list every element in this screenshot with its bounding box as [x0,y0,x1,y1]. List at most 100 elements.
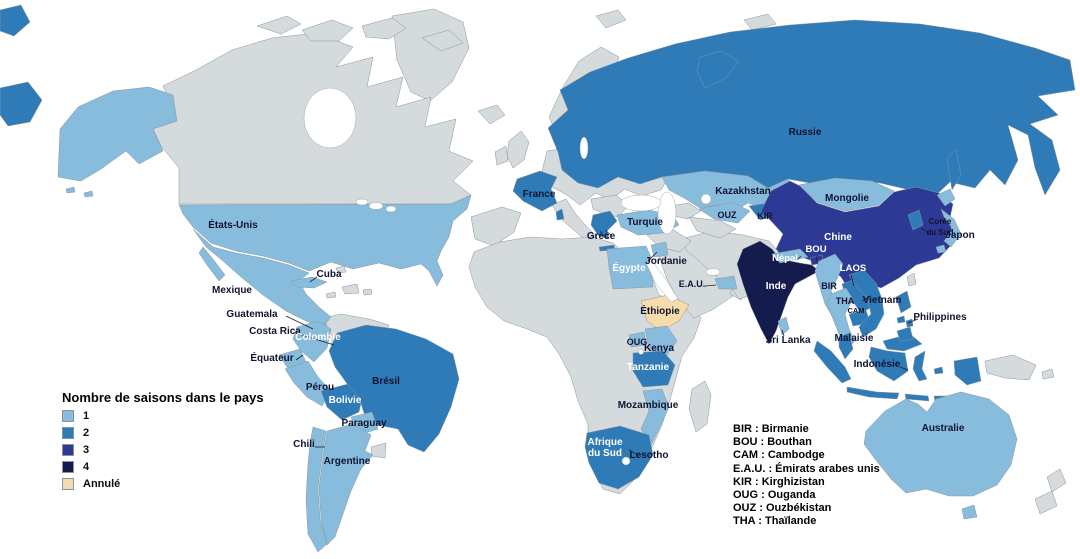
country-japon [935,244,947,254]
legend-item-3: 3 [62,444,264,456]
country-label-bresil: Brésil [372,376,400,387]
leader-line-bou [815,255,818,263]
country-label-coree-du-sud: Corée du Sud [926,217,953,237]
country-label-chine: Chine [824,232,852,243]
country-colombie [292,320,332,363]
abbreviation-kir: KIR : Kirghizistan [733,475,825,488]
country-usa [178,194,472,287]
legend-items: 1 2 3 4 Annulé [62,410,264,490]
water-body [621,456,631,466]
abbreviation-bir: BIR : Birmanie [733,423,809,435]
country-mongolie [798,177,895,212]
country-indonesie [933,366,944,375]
country-australie [863,391,1018,497]
landmass [470,206,522,247]
country-coree-du-sud [907,209,924,231]
landmass [1046,468,1067,493]
landmass [743,13,777,31]
country-tanzanie [632,350,676,388]
country-label-kir: KIR [757,211,773,221]
legend-label-1: 1 [83,410,90,422]
country-label-laos: LAOS [840,263,866,274]
country-malaisie [838,332,854,360]
landmass [1034,490,1058,515]
water-body [620,194,662,212]
legend-swatch-3 [62,444,74,456]
landmass [688,380,712,433]
country-label-ouz: OUZ [718,210,738,220]
country-philippines [895,290,912,314]
country-philippines [896,315,906,324]
abbreviation-eau: E.A.U. : Émirats arabes unis [733,462,880,475]
country-label-tha: THA [836,296,855,306]
legend-label-annule: Annulé [83,478,121,490]
country-france [555,208,565,221]
country-label-colombie: Colombie [295,332,341,343]
legend-swatch-1 [62,410,74,422]
leader-line-vietnam [861,295,872,302]
water-body [355,198,369,206]
water-body [638,349,644,355]
leader-line-cuba [309,276,318,283]
country-usa [83,190,94,198]
country-label-mozambique: Mozambique [618,400,679,411]
legend-label-3: 3 [83,444,90,456]
legend-item-annule: Annulé [62,478,264,490]
map-legend: Nombre de saisons dans le pays 1 2 3 4 Annul… [62,390,264,490]
country-chili [305,426,328,553]
country-label-russie: Russie [789,127,822,138]
country-label-cam: CAM [847,306,864,315]
legend-item-1: 1 [62,410,264,422]
country-label-lesotho: Lesotho [630,450,669,461]
legend-swatch-annule [62,478,74,490]
country-label-indonesie: Indonésie [854,359,901,370]
country-mexique [192,228,332,328]
country-label-cuba: Cuba [317,269,342,280]
leader-line-jordanie [647,251,658,262]
country-label-inde: Inde [766,281,787,292]
country-label-france: France [523,189,556,200]
landmass [362,288,373,296]
country-label-vietnam: Vietnam [863,295,902,306]
abbreviations-legend: BIR : Birmanie BOU : Bouthan CAM : Cambodg… [733,423,880,529]
country-grece [590,210,618,240]
leader-line-indonesie [899,366,909,371]
country-label-guatemala: Guatemala [226,309,278,320]
water-body [700,193,712,205]
country-label-mongolie: Mongolie [825,193,869,204]
country-mozambique [640,388,670,446]
abbreviation-cam: CAM : Cambodge [733,449,825,462]
country-label-perou: Pérou [306,382,334,393]
country-label-malaisie: Malaisie [835,333,874,344]
landmass [906,272,917,287]
country-label-turquie: Turquie [627,217,663,228]
country-japon [936,188,956,207]
landmass [301,19,354,42]
country-nepal [771,248,809,264]
country-russie [547,19,1076,197]
legend-swatch-2 [62,427,74,439]
landmass [551,198,598,245]
water-body [645,258,679,303]
country-indonesie [846,386,900,400]
country-sri-lanka [777,316,790,336]
country-indonesie [953,356,982,386]
country-france [512,170,558,212]
country-label-eau: E.A.U. [679,279,706,289]
country-russie [0,81,43,127]
landmass [494,145,509,166]
country-australie [961,504,978,520]
country-philippines [905,318,914,328]
country-label-kazakhstan: Kazakhstan [715,186,771,197]
country-label-ethiopie: Éthiopie [640,304,680,317]
country-label-mexique: Mexique [212,285,252,296]
leader-line-costa-rica [298,333,335,346]
country-label-tanzanie: Tanzanie [627,362,669,373]
landmass [688,216,737,239]
country-label-equateur: Équateur [250,351,293,364]
country-cuba [290,276,328,289]
country-label-kenya: Kenya [644,343,674,354]
water-body [579,136,589,160]
country-label-afrique-du-sud: Afrique du Sud [588,437,623,459]
leader-line-nepal [795,255,802,262]
